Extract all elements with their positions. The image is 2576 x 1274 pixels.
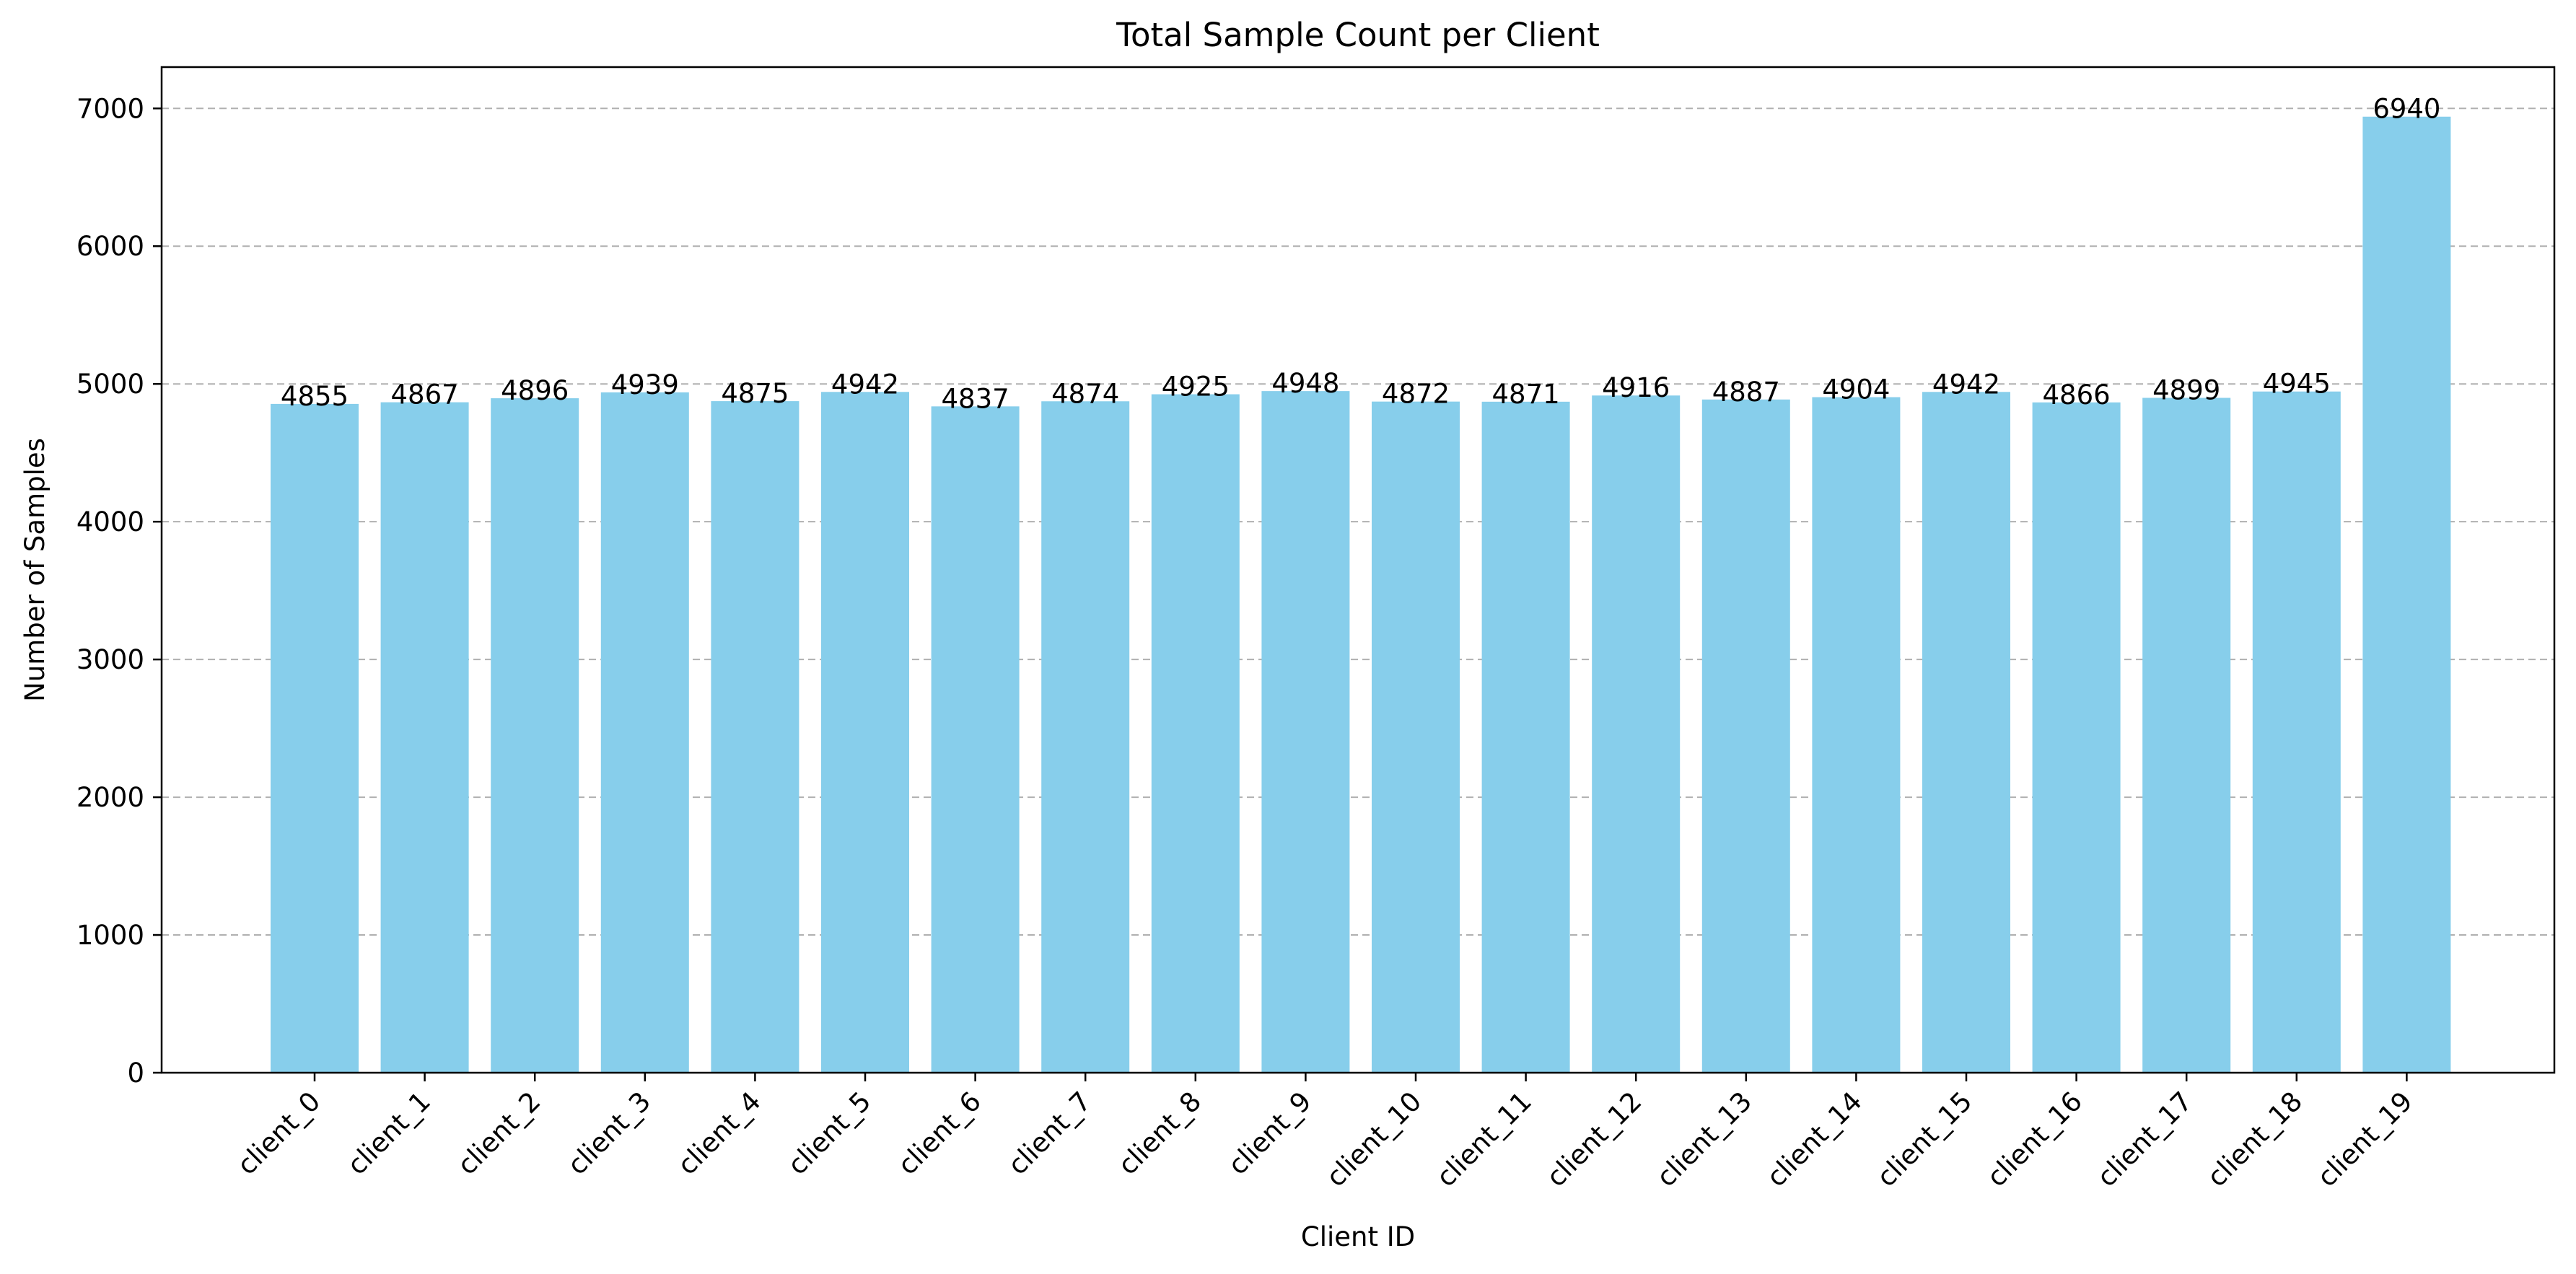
bar-value-label: 4899 [2152,374,2220,405]
bar [1592,395,1681,1073]
x-tick-label: client_6 [892,1086,987,1181]
bar [491,398,579,1073]
bar-value-label: 4866 [2043,379,2111,410]
chart-title: Total Sample Count per Client [1116,16,1600,54]
bar [1481,401,1570,1073]
bar-value-label: 4942 [1932,369,2000,400]
bar [600,392,689,1073]
x-tick-label: client_17 [2091,1086,2199,1193]
bar [1812,397,1901,1073]
bar-value-label: 4875 [721,378,789,409]
bar [1701,399,1790,1073]
x-axis: client_0 client_1 client_2 client_3 client_4… [231,1073,2419,1193]
bar [821,392,909,1073]
bar-value-label: 4837 [942,383,1009,414]
x-tick-label: client_11 [1430,1086,1538,1193]
bar-value-label: 6940 [2373,94,2440,125]
y-tick-label: 7000 [76,93,144,124]
bar [1151,394,1240,1073]
x-tick-label: client_19 [2311,1086,2419,1193]
bar-value-label: 4942 [831,369,899,400]
bar-value-label: 4948 [1271,368,1339,399]
x-tick-label: client_7 [1002,1086,1098,1181]
x-tick-label: client_14 [1761,1086,1868,1193]
plot-frame [160,66,2556,1074]
bar-value-label: 4945 [2263,369,2331,400]
bar [1922,392,2010,1073]
bar [2362,116,2451,1073]
bar-value-label: 4871 [1492,379,1560,410]
x-tick-label: client_1 [341,1086,437,1181]
bar-value-label: 4855 [281,381,349,412]
y-tick-label: 4000 [76,506,144,537]
bar [1041,401,1130,1073]
data-labels: 4855 4867 4896 4939 4875 4942 4837 4874 4925 4948… [281,94,2441,415]
x-tick-label: client_9 [1222,1086,1318,1181]
x-tick-label: client_12 [1541,1086,1648,1193]
x-tick-label: client_2 [452,1086,547,1181]
bar [2032,402,2121,1073]
bar [711,401,799,1073]
bar-value-label: 4925 [1162,372,1230,403]
bar-value-label: 4904 [1822,374,1890,405]
x-tick-label: client_4 [672,1086,767,1181]
bar-value-label: 4867 [391,379,459,410]
bar-value-label: 4887 [1712,377,1780,408]
x-tick-label: client_10 [1320,1086,1428,1193]
x-tick-label: client_8 [1112,1086,1207,1181]
x-tick-label: client_15 [1871,1086,1979,1193]
x-tick-label: client_18 [2202,1086,2309,1193]
bar [931,406,1020,1073]
bar [1372,401,1460,1073]
y-axis: 0 1000 2000 3000 4000 5000 6000 7000 [76,93,162,1089]
y-tick-label: 3000 [76,644,144,675]
y-tick-label: 2000 [76,782,144,813]
x-tick-label: client_5 [781,1086,877,1181]
bar-value-label: 4939 [611,369,679,400]
bar [2252,391,2341,1073]
bar [380,402,469,1073]
bar-value-label: 4872 [1382,379,1450,410]
y-tick-label: 6000 [76,231,144,262]
bar-value-label: 4874 [1051,378,1119,409]
bars [271,116,2451,1073]
bar-value-label: 4896 [501,375,569,406]
x-axis-label: Client ID [1301,1221,1415,1252]
y-tick-label: 0 [127,1058,144,1089]
x-tick-label: client_0 [231,1086,326,1181]
bar [271,403,359,1073]
x-tick-label: client_16 [1981,1086,2088,1193]
y-tick-label: 1000 [76,920,144,951]
x-tick-label: client_13 [1651,1086,1758,1193]
bar [2142,397,2231,1073]
bar [1261,391,1350,1073]
x-tick-label: client_3 [561,1086,657,1181]
y-axis-label: Number of Samples [19,438,51,702]
y-tick-label: 5000 [76,369,144,400]
bar-value-label: 4916 [1602,372,1670,403]
